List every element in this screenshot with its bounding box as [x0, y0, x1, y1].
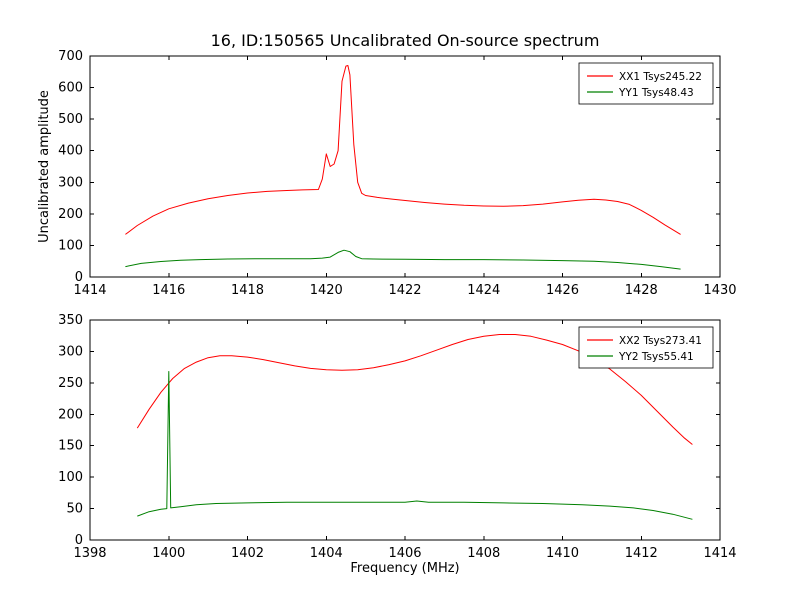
y-tick-label: 0	[75, 270, 83, 285]
chart-title: 16, ID:150565 Uncalibrated On-source spe…	[211, 31, 600, 50]
y-tick-label: 400	[58, 144, 83, 159]
y-tick-label: 200	[58, 407, 83, 422]
x-tick-label: 1406	[388, 546, 421, 561]
y-tick-label: 350	[58, 313, 83, 328]
legend-label: YY1 Tsys48.43	[618, 87, 694, 99]
x-tick-label: 1428	[625, 283, 658, 298]
series-line-yy2	[137, 371, 693, 520]
x-tick-label: 1416	[152, 283, 185, 298]
y-tick-label: 200	[58, 207, 83, 222]
y-tick-label: 300	[58, 344, 83, 359]
legend-label: XX1 Tsys245.22	[619, 71, 702, 83]
x-tick-label: 1424	[467, 283, 500, 298]
legend-label: YY2 Tsys55.41	[618, 351, 694, 363]
x-tick-label: 1410	[546, 546, 579, 561]
x-tick-label: 1414	[73, 283, 106, 298]
plot-2-legend-box	[578, 326, 714, 369]
x-tick-label: 1420	[310, 283, 343, 298]
series-line-xx1	[125, 65, 681, 235]
x-tick-label: 1430	[703, 283, 736, 298]
y-tick-label: 150	[58, 439, 83, 454]
legend-label: XX2 Tsys273.41	[619, 335, 702, 347]
y-tick-label: 100	[58, 238, 83, 253]
x-tick-label: 1404	[310, 546, 343, 561]
x-axis-label: Frequency (MHz)	[350, 561, 459, 576]
x-tick-label: 1426	[546, 283, 579, 298]
y-tick-label: 700	[58, 49, 83, 64]
y-axis-label: Uncalibrated amplitude	[37, 90, 52, 243]
y-tick-label: 500	[58, 112, 83, 127]
plot-1-legend-box	[578, 62, 714, 105]
x-tick-label: 1412	[625, 546, 658, 561]
y-tick-label: 50	[66, 502, 83, 517]
y-tick-label: 100	[58, 470, 83, 485]
y-tick-label: 300	[58, 175, 83, 190]
series-line-yy1	[125, 249, 681, 270]
x-tick-label: 1402	[231, 546, 264, 561]
y-tick-label: 0	[75, 533, 83, 548]
x-tick-label: 1422	[388, 283, 421, 298]
x-tick-label: 1414	[703, 546, 736, 561]
y-tick-label: 600	[58, 81, 83, 96]
x-tick-label: 1400	[152, 546, 185, 561]
x-tick-label: 1398	[73, 546, 106, 561]
x-tick-label: 1408	[467, 546, 500, 561]
y-tick-label: 250	[58, 376, 83, 391]
x-tick-label: 1418	[231, 283, 264, 298]
